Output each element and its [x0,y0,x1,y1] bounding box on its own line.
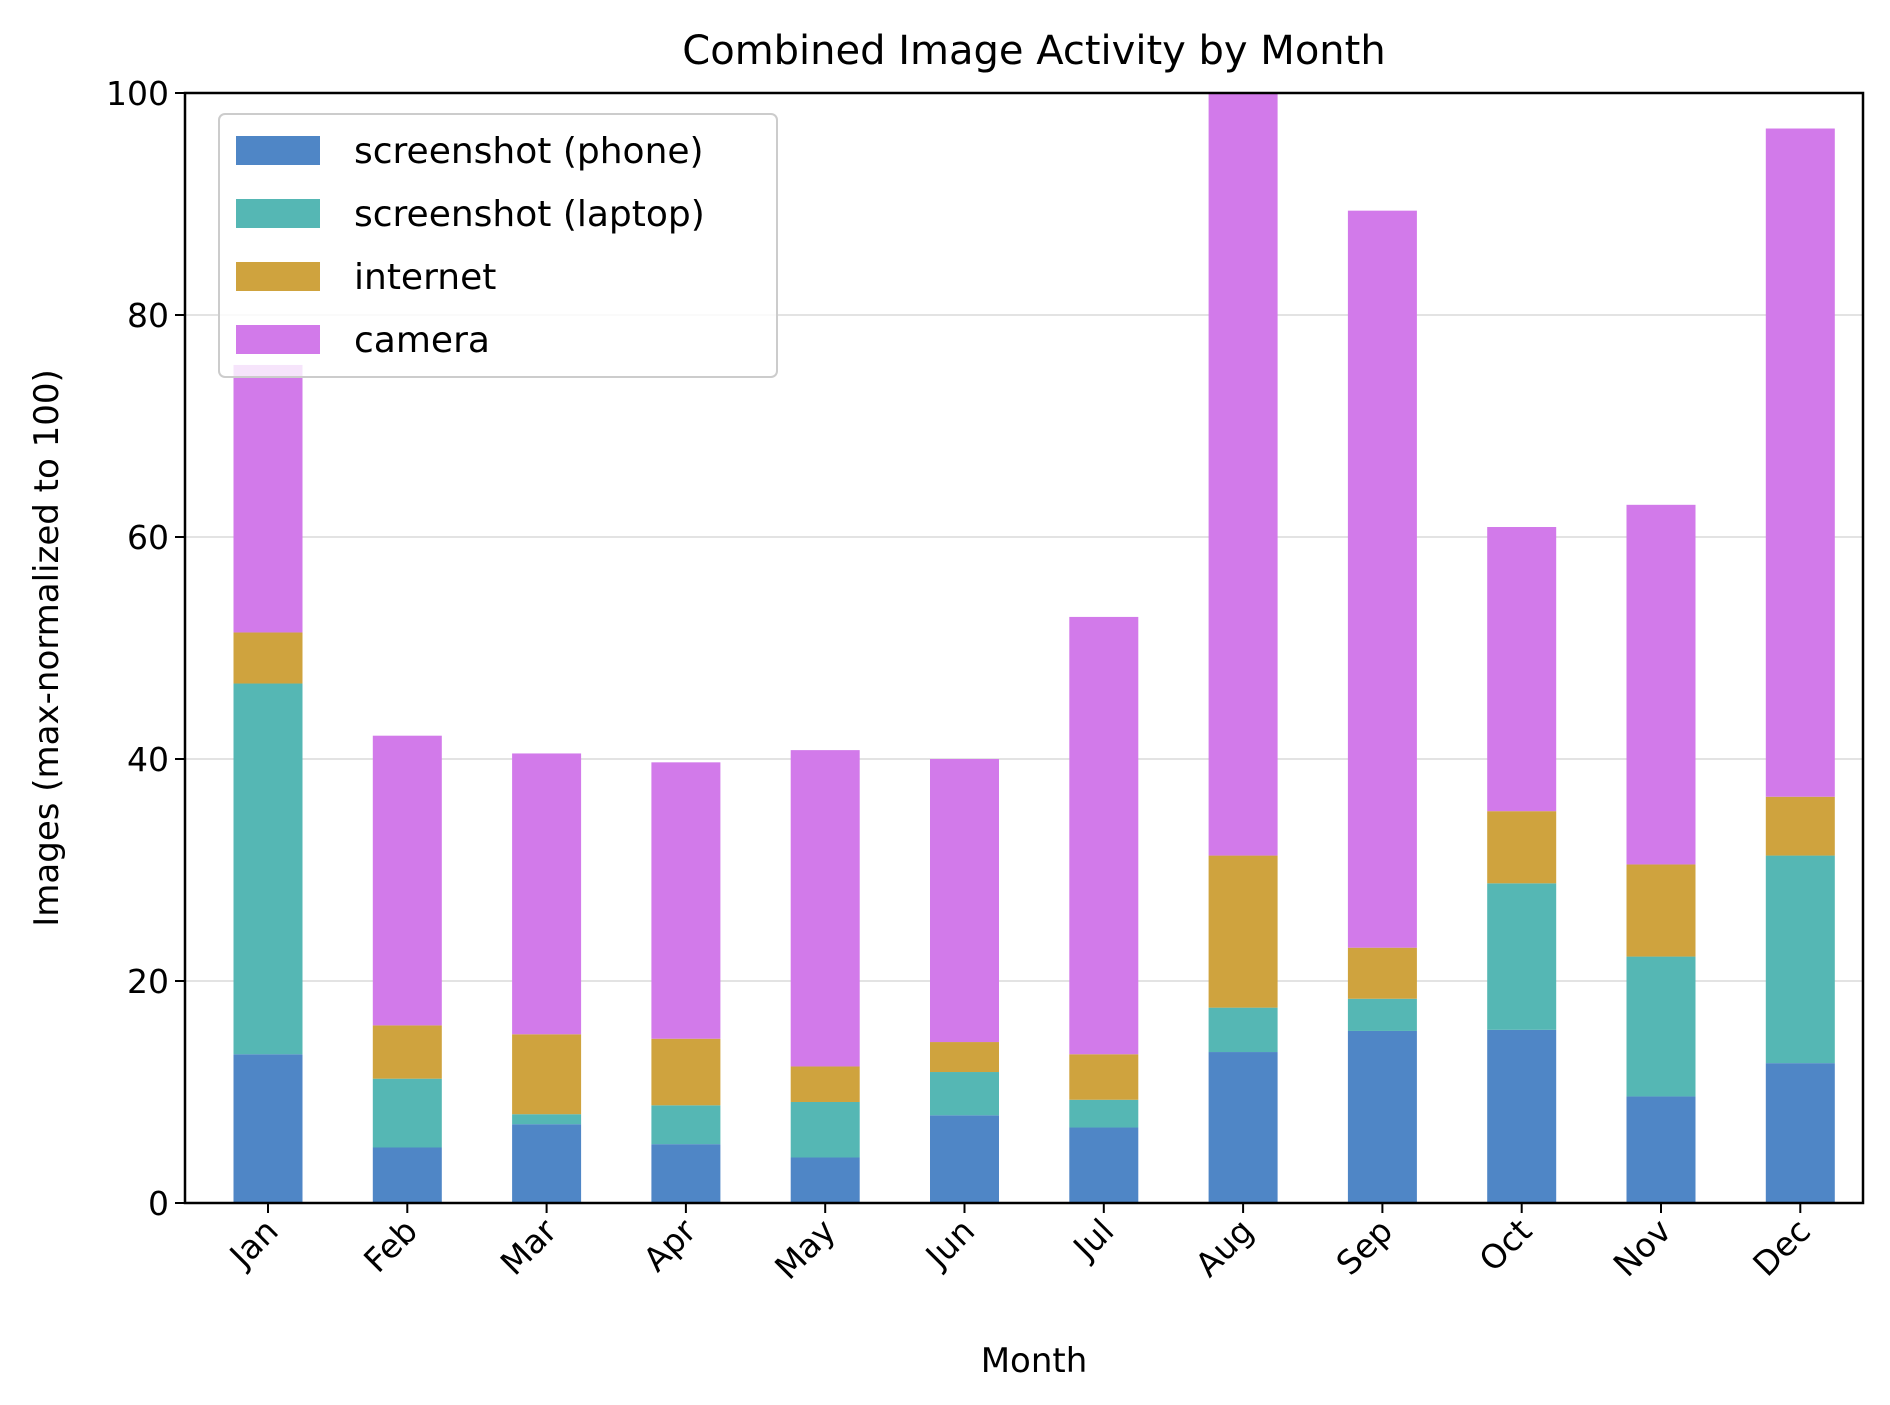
x-tick-label: Jul [1064,1211,1121,1268]
x-axis-label: Month [981,1341,1088,1381]
bar-segment-internet-nov [1626,864,1696,957]
bar-segment-screenshot-laptop-may [790,1101,860,1158]
x-tick-label: Dec [1745,1211,1818,1284]
y-tick-label: 20 [127,962,169,1001]
bar-segment-internet-aug [1208,855,1278,1008]
bar-segment-screenshot-laptop-sep [1347,998,1417,1031]
bar-segment-screenshot-phone-may [790,1157,860,1203]
bar-segment-internet-mar [512,1034,582,1115]
bar-segment-camera-mar [512,753,582,1035]
bar-segment-screenshot-laptop-dec [1765,855,1835,1064]
plot-frame [183,91,1865,1205]
bar-segment-screenshot-phone-oct [1487,1029,1557,1203]
legend: screenshot (phone) screenshot (laptop) int… [218,113,778,378]
legend-label: screenshot (phone) [354,131,704,172]
bar-segment-screenshot-phone-mar [512,1124,582,1203]
x-tick-label: Sep [1328,1211,1400,1283]
bar-segment-screenshot-phone-feb [372,1147,442,1203]
legend-box [218,113,778,378]
y-tick-label: 0 [148,1184,169,1223]
bar-segment-internet-jan [233,632,303,684]
bar-segment-screenshot-phone-jul [1069,1127,1139,1203]
legend-swatch [236,262,320,291]
bar-segment-screenshot-phone-sep [1347,1030,1417,1203]
bar-segment-camera-apr [651,762,721,1039]
bar-segment-screenshot-laptop-feb [372,1078,442,1148]
legend-label: screenshot (laptop) [354,194,705,235]
bar-segment-screenshot-phone-aug [1208,1052,1278,1203]
y-tick-label: 60 [127,518,169,557]
bar-segment-screenshot-laptop-aug [1208,1007,1278,1053]
x-tick-label: Apr [636,1211,704,1279]
x-tick-label: Nov [1606,1211,1679,1284]
bar-segment-screenshot-laptop-jun [930,1072,999,1116]
bar-segment-internet-sep [1347,947,1417,999]
bar-segment-camera-nov [1626,504,1696,865]
bar-segment-camera-sep [1347,210,1417,948]
x-tick-label: May [767,1211,843,1287]
legend-swatch [236,136,320,165]
x-tick-label: Mar [493,1211,565,1283]
bar-segment-internet-jul [1069,1054,1139,1100]
bar-segment-camera-dec [1765,128,1835,797]
bar-segment-camera-aug [1208,93,1278,856]
bar-segment-internet-apr [651,1038,721,1106]
bar-segment-internet-jun [930,1042,999,1073]
y-axis: 0 20 40 60 80 100 [106,74,185,1223]
x-tick-label: Jan [221,1211,286,1276]
y-tick-label: 100 [106,74,169,113]
bar-segment-screenshot-laptop-mar [512,1114,582,1125]
bar-segment-screenshot-laptop-apr [651,1105,721,1145]
bar-segment-internet-dec [1765,796,1835,856]
y-axis-label: Images (max-normalized to 100) [27,369,67,926]
bar-segment-camera-oct [1487,527,1557,812]
bar-segment-camera-may [790,750,860,1067]
chart-title: Combined Image Activity by Month [682,28,1385,74]
bar-segment-camera-jan [233,364,303,633]
legend-label: internet [354,257,496,298]
bar-segment-screenshot-laptop-jul [1069,1099,1139,1128]
bar-segment-screenshot-laptop-jan [233,683,303,1055]
y-tick-label: 40 [127,740,169,779]
x-tick-label: Oct [1471,1211,1539,1279]
legend-swatch [236,199,320,228]
x-axis: Jan Feb Mar Apr May Jun Jul Aug Sep Oct Nov Dec [221,1203,1818,1287]
bar-segment-screenshot-laptop-nov [1626,956,1696,1097]
bar-segment-screenshot-laptop-oct [1487,883,1557,1030]
x-tick-label: Jun [917,1211,982,1276]
bar-segment-screenshot-phone-dec [1765,1063,1835,1203]
bar-segment-screenshot-phone-jun [930,1115,999,1203]
bar-segment-screenshot-phone-apr [651,1144,721,1203]
bar-segment-camera-jul [1069,616,1139,1055]
bars [233,93,1835,1203]
bar-segment-internet-feb [372,1025,442,1079]
bar-segment-camera-feb [372,735,442,1026]
bar-segment-internet-may [790,1066,860,1102]
x-tick-label: Feb [356,1211,425,1280]
legend-label: camera [354,320,490,361]
bar-segment-internet-oct [1487,811,1557,884]
x-tick-label: Aug [1188,1211,1261,1284]
bar-segment-camera-jun [930,759,999,1043]
y-tick-label: 80 [127,296,169,335]
legend-swatch [236,325,320,354]
bar-segment-screenshot-phone-nov [1626,1096,1696,1203]
bar-segment-screenshot-phone-jan [233,1054,303,1203]
